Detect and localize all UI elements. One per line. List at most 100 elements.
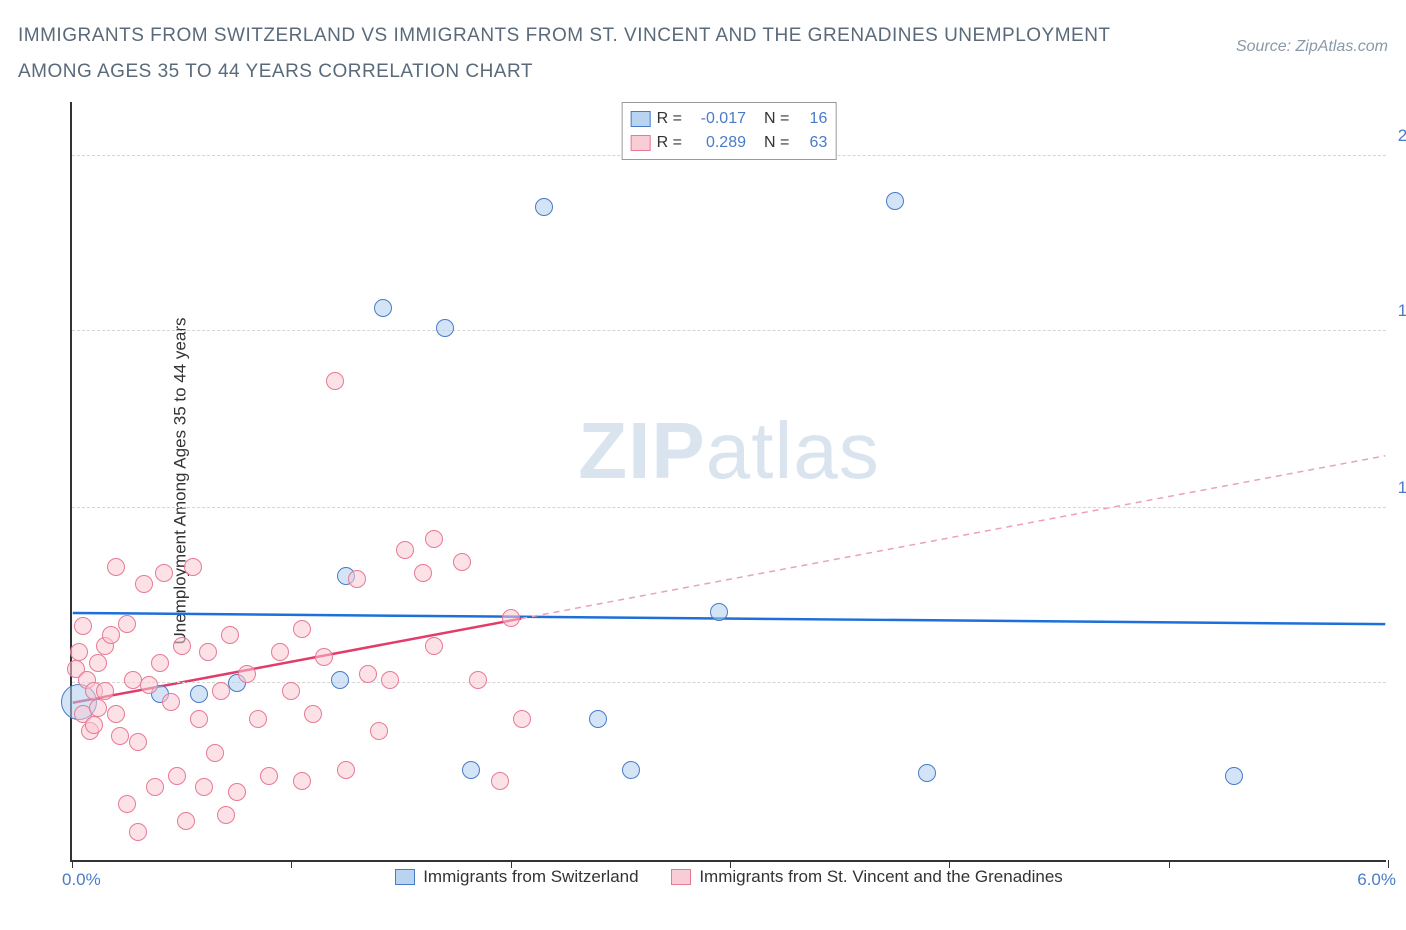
data-point [453, 553, 471, 571]
data-point [195, 778, 213, 796]
data-point [184, 558, 202, 576]
data-point [238, 665, 256, 683]
legend-r-value: 0.289 [690, 131, 746, 155]
data-point [710, 603, 728, 621]
legend-stats-row: R = 0.289 N = 63 [631, 131, 828, 155]
watermark: ZIPatlas [578, 405, 879, 497]
watermark-bold: ZIP [578, 406, 705, 495]
data-point [140, 676, 158, 694]
grid-line [72, 682, 1386, 683]
legend-swatch-blue [631, 111, 651, 127]
data-point [374, 299, 392, 317]
legend-r-value: -0.017 [690, 107, 746, 131]
data-point [135, 575, 153, 593]
legend-r-label: R = [657, 107, 682, 131]
data-point [326, 372, 344, 390]
x-tick [1169, 860, 1170, 868]
data-point [228, 783, 246, 801]
data-point [74, 617, 92, 635]
data-point [146, 778, 164, 796]
y-tick-label: 25.0% [1398, 126, 1406, 146]
data-point [249, 710, 267, 728]
data-point [370, 722, 388, 740]
x-tick [1388, 860, 1389, 868]
watermark-light: atlas [706, 406, 880, 495]
data-point [282, 682, 300, 700]
data-point [89, 699, 107, 717]
data-point [190, 685, 208, 703]
data-point [70, 643, 88, 661]
y-tick-label: 12.5% [1398, 478, 1406, 498]
legend-stats: R = -0.017 N = 16 R = 0.289 N = 63 [622, 102, 837, 160]
data-point [89, 654, 107, 672]
data-point [491, 772, 509, 790]
data-point [118, 615, 136, 633]
data-point [436, 319, 454, 337]
data-point [85, 716, 103, 734]
data-point [359, 665, 377, 683]
data-point [162, 693, 180, 711]
data-point [173, 637, 191, 655]
data-point [168, 767, 186, 785]
data-point [918, 764, 936, 782]
legend-n-value: 16 [797, 107, 827, 131]
data-point [425, 637, 443, 655]
data-point [622, 761, 640, 779]
chart-title: IMMIGRANTS FROM SWITZERLAND VS IMMIGRANT… [18, 18, 1118, 90]
x-tick [72, 860, 73, 868]
legend-n-value: 63 [797, 131, 827, 155]
data-point [260, 767, 278, 785]
data-point [129, 823, 147, 841]
legend-r-label: R = [657, 131, 682, 155]
legend-label: Immigrants from St. Vincent and the Gren… [699, 867, 1062, 887]
data-point [118, 795, 136, 813]
legend-swatch-pink [631, 135, 651, 151]
data-point [199, 643, 217, 661]
legend-item: Immigrants from St. Vincent and the Gren… [671, 867, 1062, 887]
legend-series: Immigrants from Switzerland Immigrants f… [72, 867, 1386, 890]
data-point [414, 564, 432, 582]
data-point [293, 620, 311, 638]
y-axis-label: Unemployment Among Ages 35 to 44 years [170, 318, 190, 645]
data-point [513, 710, 531, 728]
data-point [315, 648, 333, 666]
scatter-plot: ZIPatlas Unemployment Among Ages 35 to 4… [70, 102, 1386, 862]
data-point [535, 198, 553, 216]
data-point [396, 541, 414, 559]
x-tick [730, 860, 731, 868]
legend-n-label: N = [764, 107, 789, 131]
data-point [331, 671, 349, 689]
legend-n-label: N = [764, 131, 789, 155]
x-tick [291, 860, 292, 868]
x-tick [511, 860, 512, 868]
data-point [129, 733, 147, 751]
legend-swatch-pink [671, 869, 691, 885]
legend-stats-row: R = -0.017 N = 16 [631, 107, 828, 131]
legend-label: Immigrants from Switzerland [423, 867, 638, 887]
data-point [155, 564, 173, 582]
data-point [217, 806, 235, 824]
data-point [886, 192, 904, 210]
data-point [469, 671, 487, 689]
data-point [425, 530, 443, 548]
data-point [502, 609, 520, 627]
data-point [293, 772, 311, 790]
data-point [348, 570, 366, 588]
data-point [589, 710, 607, 728]
data-point [381, 671, 399, 689]
grid-line [72, 507, 1386, 508]
data-point [206, 744, 224, 762]
data-point [462, 761, 480, 779]
grid-line [72, 330, 1386, 331]
legend-swatch-blue [395, 869, 415, 885]
legend-item: Immigrants from Switzerland [395, 867, 638, 887]
data-point [304, 705, 322, 723]
data-point [96, 682, 114, 700]
x-tick [949, 860, 950, 868]
data-point [221, 626, 239, 644]
chart-source: Source: ZipAtlas.com [1236, 38, 1388, 56]
trend-lines [72, 102, 1386, 860]
data-point [337, 761, 355, 779]
data-point [190, 710, 208, 728]
data-point [212, 682, 230, 700]
